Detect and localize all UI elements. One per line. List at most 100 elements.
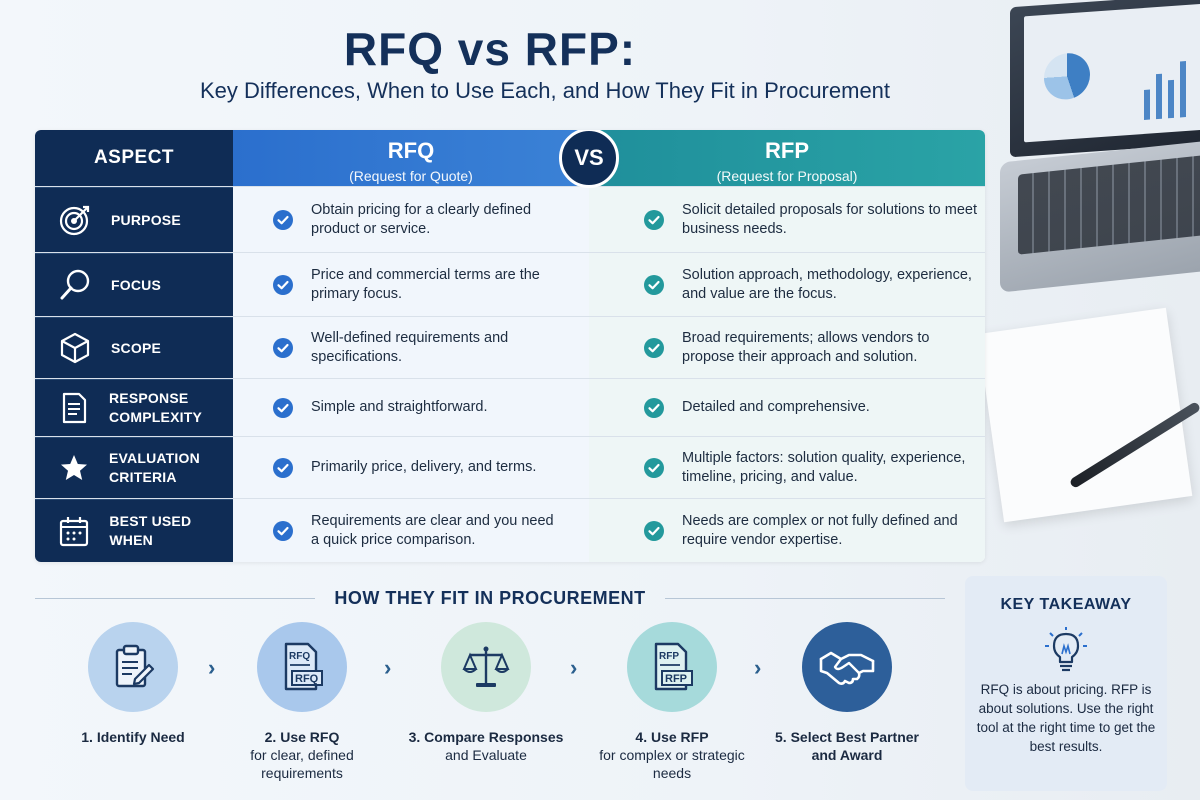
rfq-header: RFQ (Request for Quote) [233, 130, 589, 186]
svg-text:RFQ: RFQ [295, 673, 319, 685]
aspect-label: RESPONSE COMPLEXITY [109, 390, 203, 425]
step-label: 2. Use RFQ for clear, defined requirement… [250, 729, 354, 781]
chevron-right-icon: › [754, 655, 762, 680]
rfp-header-title: RFP [765, 138, 809, 163]
rfq-cell: Well-defined requirements and specificat… [233, 317, 589, 378]
rfq-text: Well-defined requirements and specificat… [311, 329, 509, 365]
divider-line [35, 598, 315, 599]
rfp-cell: Solicit detailed proposals for solutions… [589, 187, 985, 252]
check-icon [644, 209, 664, 230]
rfp-cell: Detailed and comprehensive. [589, 379, 985, 436]
rfq-header-title: RFQ [387, 138, 435, 163]
rfq-cell: Requirements are clear and you need a qu… [233, 499, 589, 562]
step-label: 1. Identify Need [81, 729, 185, 745]
target-icon [57, 202, 93, 238]
rfp-header-subtitle: (Request for Proposal) [716, 168, 858, 184]
procurement-step: 1. Identify Need [43, 622, 223, 746]
check-icon [644, 397, 664, 418]
lightbulb-icon [1044, 626, 1088, 674]
check-icon [273, 337, 293, 358]
table-row: PURPOSE Obtain pricing for a clearly def… [35, 186, 985, 252]
svg-text:RFP: RFP [659, 651, 679, 662]
table-header: ASPECT RFQ (Request for Quote) RFP (Requ… [35, 130, 985, 188]
cube-icon [57, 330, 93, 366]
aspect-cell: BEST USED WHEN [35, 499, 233, 562]
check-icon [273, 520, 293, 541]
rfq-header-subtitle: (Request for Quote) [349, 168, 473, 184]
check-icon [273, 397, 293, 418]
rfq-text: Price and commercial terms are the prima… [311, 266, 540, 302]
aspect-cell: EVALUATION CRITERIA [35, 437, 233, 498]
check-icon [644, 337, 664, 358]
vs-badge: VS [559, 130, 619, 188]
aspect-label: SCOPE [111, 339, 162, 356]
paper-sheet [977, 307, 1193, 523]
rfq-cell: Simple and straightforward. [233, 379, 589, 436]
rfq-cell: Obtain pricing for a clearly defined pro… [233, 187, 589, 252]
rfq-document-icon: RFQ RFQ [257, 622, 347, 712]
table-row: RESPONSE COMPLEXITY Simple and straightf… [35, 378, 985, 436]
procurement-title: HOW THEY FIT IN PROCUREMENT [334, 588, 646, 608]
aspect-cell: SCOPE [35, 317, 233, 378]
procurement-step: RFQ RFQ 2. Use RFQ for clear, defined requ… [212, 622, 392, 782]
takeaway-title: KEY TAKEAWAY [1000, 596, 1132, 613]
rfp-header: RFP (Request for Proposal) [589, 130, 985, 186]
check-icon [644, 457, 664, 478]
aspect-cell: PURPOSE [35, 187, 233, 252]
chevron-right-icon: › [570, 655, 578, 680]
rfp-text: Solicit detailed proposals for solutions… [682, 201, 977, 237]
comparison-table: ASPECT RFQ (Request for Quote) RFP (Requ… [35, 130, 985, 562]
svg-text:RFP: RFP [665, 673, 687, 685]
rfp-text: Detailed and comprehensive. [682, 399, 870, 415]
rfq-text: Requirements are clear and you need a qu… [311, 512, 554, 548]
check-icon [644, 520, 664, 541]
procurement-step: RFP RFP 4. Use RFP for complex or strategi… [582, 622, 762, 782]
star-icon [57, 450, 91, 486]
rfp-text: Multiple factors: solution quality, expe… [682, 449, 966, 485]
pen [1068, 401, 1200, 489]
handshake-icon [802, 622, 892, 712]
rfp-text: Solution approach, methodology, experien… [682, 266, 972, 302]
table-row: BEST USED WHEN Requirements are clear an… [35, 498, 985, 562]
aspect-label: FOCUS [111, 276, 161, 293]
rfp-cell: Multiple factors: solution quality, expe… [589, 437, 985, 498]
magnifier-icon [57, 267, 93, 303]
step-label: 4. Use RFP for complex or strategic needs [599, 729, 745, 781]
clipboard-pencil-icon [88, 622, 178, 712]
check-icon [273, 457, 293, 478]
rfp-document-icon: RFP RFP [627, 622, 717, 712]
table-row: SCOPE Well-defined requirements and spec… [35, 316, 985, 378]
check-icon [273, 274, 293, 295]
laptop-keyboard [1000, 137, 1200, 293]
aspect-cell: RESPONSE COMPLEXITY [35, 379, 233, 436]
chevron-right-icon: › [208, 655, 216, 680]
check-icon [644, 274, 664, 295]
page-subtitle: Key Differences, When to Use Each, and H… [199, 78, 891, 103]
table-row: FOCUS Price and commercial terms are the… [35, 252, 985, 316]
rfq-text: Simple and straightforward. [311, 399, 488, 415]
takeaway-text: RFQ is about pricing. RFP is about solut… [976, 682, 1156, 754]
rfq-cell: Primarily price, delivery, and terms. [233, 437, 589, 498]
scales-icon [441, 622, 531, 712]
aspect-label: EVALUATION CRITERIA [109, 450, 200, 485]
rfq-cell: Price and commercial terms are the prima… [233, 253, 589, 316]
procurement-step: 5. Select Best Partner and Award [757, 622, 937, 764]
rfp-cell: Broad requirements; allows vendors to pr… [589, 317, 985, 378]
rfq-text: Obtain pricing for a clearly defined pro… [311, 201, 532, 237]
step-label: 3. Compare Responses and Evaluate [408, 729, 564, 763]
rfp-text: Needs are complex or not fully defined a… [682, 512, 958, 548]
aspect-cell: FOCUS [35, 253, 233, 316]
rfp-cell: Solution approach, methodology, experien… [589, 253, 985, 316]
svg-text:RFQ: RFQ [289, 651, 310, 662]
step-label: 5. Select Best Partner and Award [775, 729, 919, 763]
document-icon [57, 390, 91, 426]
key-takeaway-card: KEY TAKEAWAY RFQ is about pricing. RFP i… [965, 576, 1167, 791]
procurement-step: 3. Compare Responses and Evaluate [396, 622, 576, 764]
table-row: EVALUATION CRITERIA Primarily price, del… [35, 436, 985, 498]
check-icon [273, 209, 293, 230]
rfq-text: Primarily price, delivery, and terms. [311, 459, 537, 475]
rfp-cell: Needs are complex or not fully defined a… [589, 499, 985, 562]
aspect-header: ASPECT [35, 130, 233, 186]
page-title: RFQ vs RFP: [343, 23, 637, 75]
aspect-label: BEST USED WHEN [109, 513, 192, 548]
